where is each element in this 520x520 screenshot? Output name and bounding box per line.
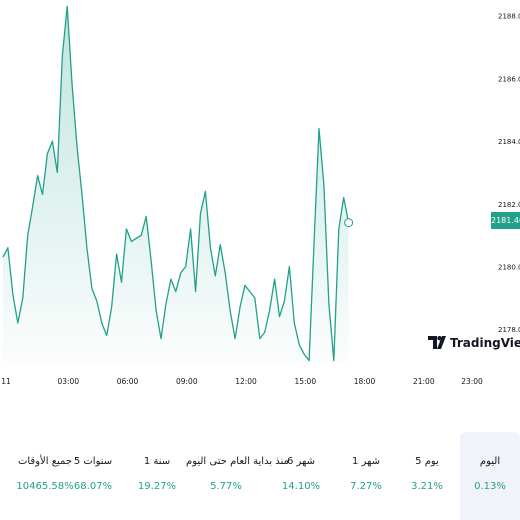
performance-value: 14.10%: [281, 481, 321, 492]
performance-value: 7.27%: [350, 481, 382, 492]
x-tick-label: 18:00: [354, 377, 376, 386]
performance-period-label: جميع الأوقات: [17, 456, 73, 467]
performance-tab[interactable]: 1 شهر 7.27%: [336, 432, 396, 492]
performance-tab[interactable]: 1 سنة 19.27%: [127, 432, 187, 492]
last-point-marker: [344, 218, 354, 228]
x-tick-label: 09:00: [176, 377, 198, 386]
chart-canvas[interactable]: 2188.00 2186.00 2184.00 2182.00 2180.00 2178.…: [0, 0, 520, 392]
performance-value: 10465.58%: [16, 481, 74, 492]
performance-period-label: 6 شهر: [286, 456, 316, 467]
y-tick-label: 2188.00: [498, 13, 520, 21]
performance-tab[interactable]: 5 يوم 3.21%: [397, 432, 457, 492]
performance-period-label: اليوم: [479, 456, 501, 467]
performance-period-label: 5 يوم: [415, 456, 439, 467]
performance-value: 19.27%: [137, 481, 177, 492]
x-tick-label: 06:00: [117, 377, 139, 386]
tradingview-logo-icon: [428, 336, 446, 349]
performance-value: 3.21%: [411, 481, 443, 492]
performance-value: 5.77%: [210, 481, 242, 492]
performance-period-label: 1 سنة: [143, 456, 171, 467]
price-line: [2, 5, 350, 362]
x-tick-label: 12:00: [235, 377, 257, 386]
x-tick-label: 11: [1, 377, 11, 386]
last-price-badge: 2181.40: [491, 212, 520, 229]
performance-tab[interactable]: جميع الأوقات 10465.58%: [5, 432, 85, 492]
x-tick-label: 03:00: [57, 377, 79, 386]
price-chart[interactable]: 2188.00 2186.00 2184.00 2182.00 2180.00 2178.…: [0, 0, 520, 392]
performance-tab[interactable]: 6 شهر 14.10%: [271, 432, 331, 492]
tradingview-brand-text: TradingView: [450, 336, 520, 350]
price-area-fill: [3, 6, 349, 363]
y-tick-label: 2182.00: [498, 201, 520, 209]
y-tick-label: 2180.00: [498, 264, 520, 272]
performance-tab[interactable]: اليوم 0.13%: [460, 432, 520, 520]
performance-period-label: 1 شهر: [351, 456, 381, 467]
performance-period-label: 5 سنوات: [73, 456, 113, 467]
performance-period-label: منذ بداية العام حتى اليوم: [186, 456, 289, 467]
performance-tab[interactable]: منذ بداية العام حتى اليوم 5.77%: [186, 432, 289, 492]
performance-value: 68.07%: [73, 481, 113, 492]
x-tick-label: 23:00: [461, 377, 483, 386]
y-tick-label: 2178.00: [498, 326, 520, 334]
performance-tab[interactable]: 5 سنوات 68.07%: [60, 432, 126, 492]
performance-value: 0.13%: [474, 481, 506, 492]
y-tick-label: 2186.00: [498, 75, 520, 83]
x-tick-label: 21:00: [413, 377, 435, 386]
tradingview-watermark[interactable]: TradingView: [428, 332, 520, 354]
x-tick-label: 15:00: [294, 377, 316, 386]
performance-bar: اليوم 0.13% 5 يوم 3.21% 1 شهر 7.27% 6 شهر 14.10…: [0, 432, 520, 520]
y-tick-label: 2184.00: [498, 138, 520, 146]
